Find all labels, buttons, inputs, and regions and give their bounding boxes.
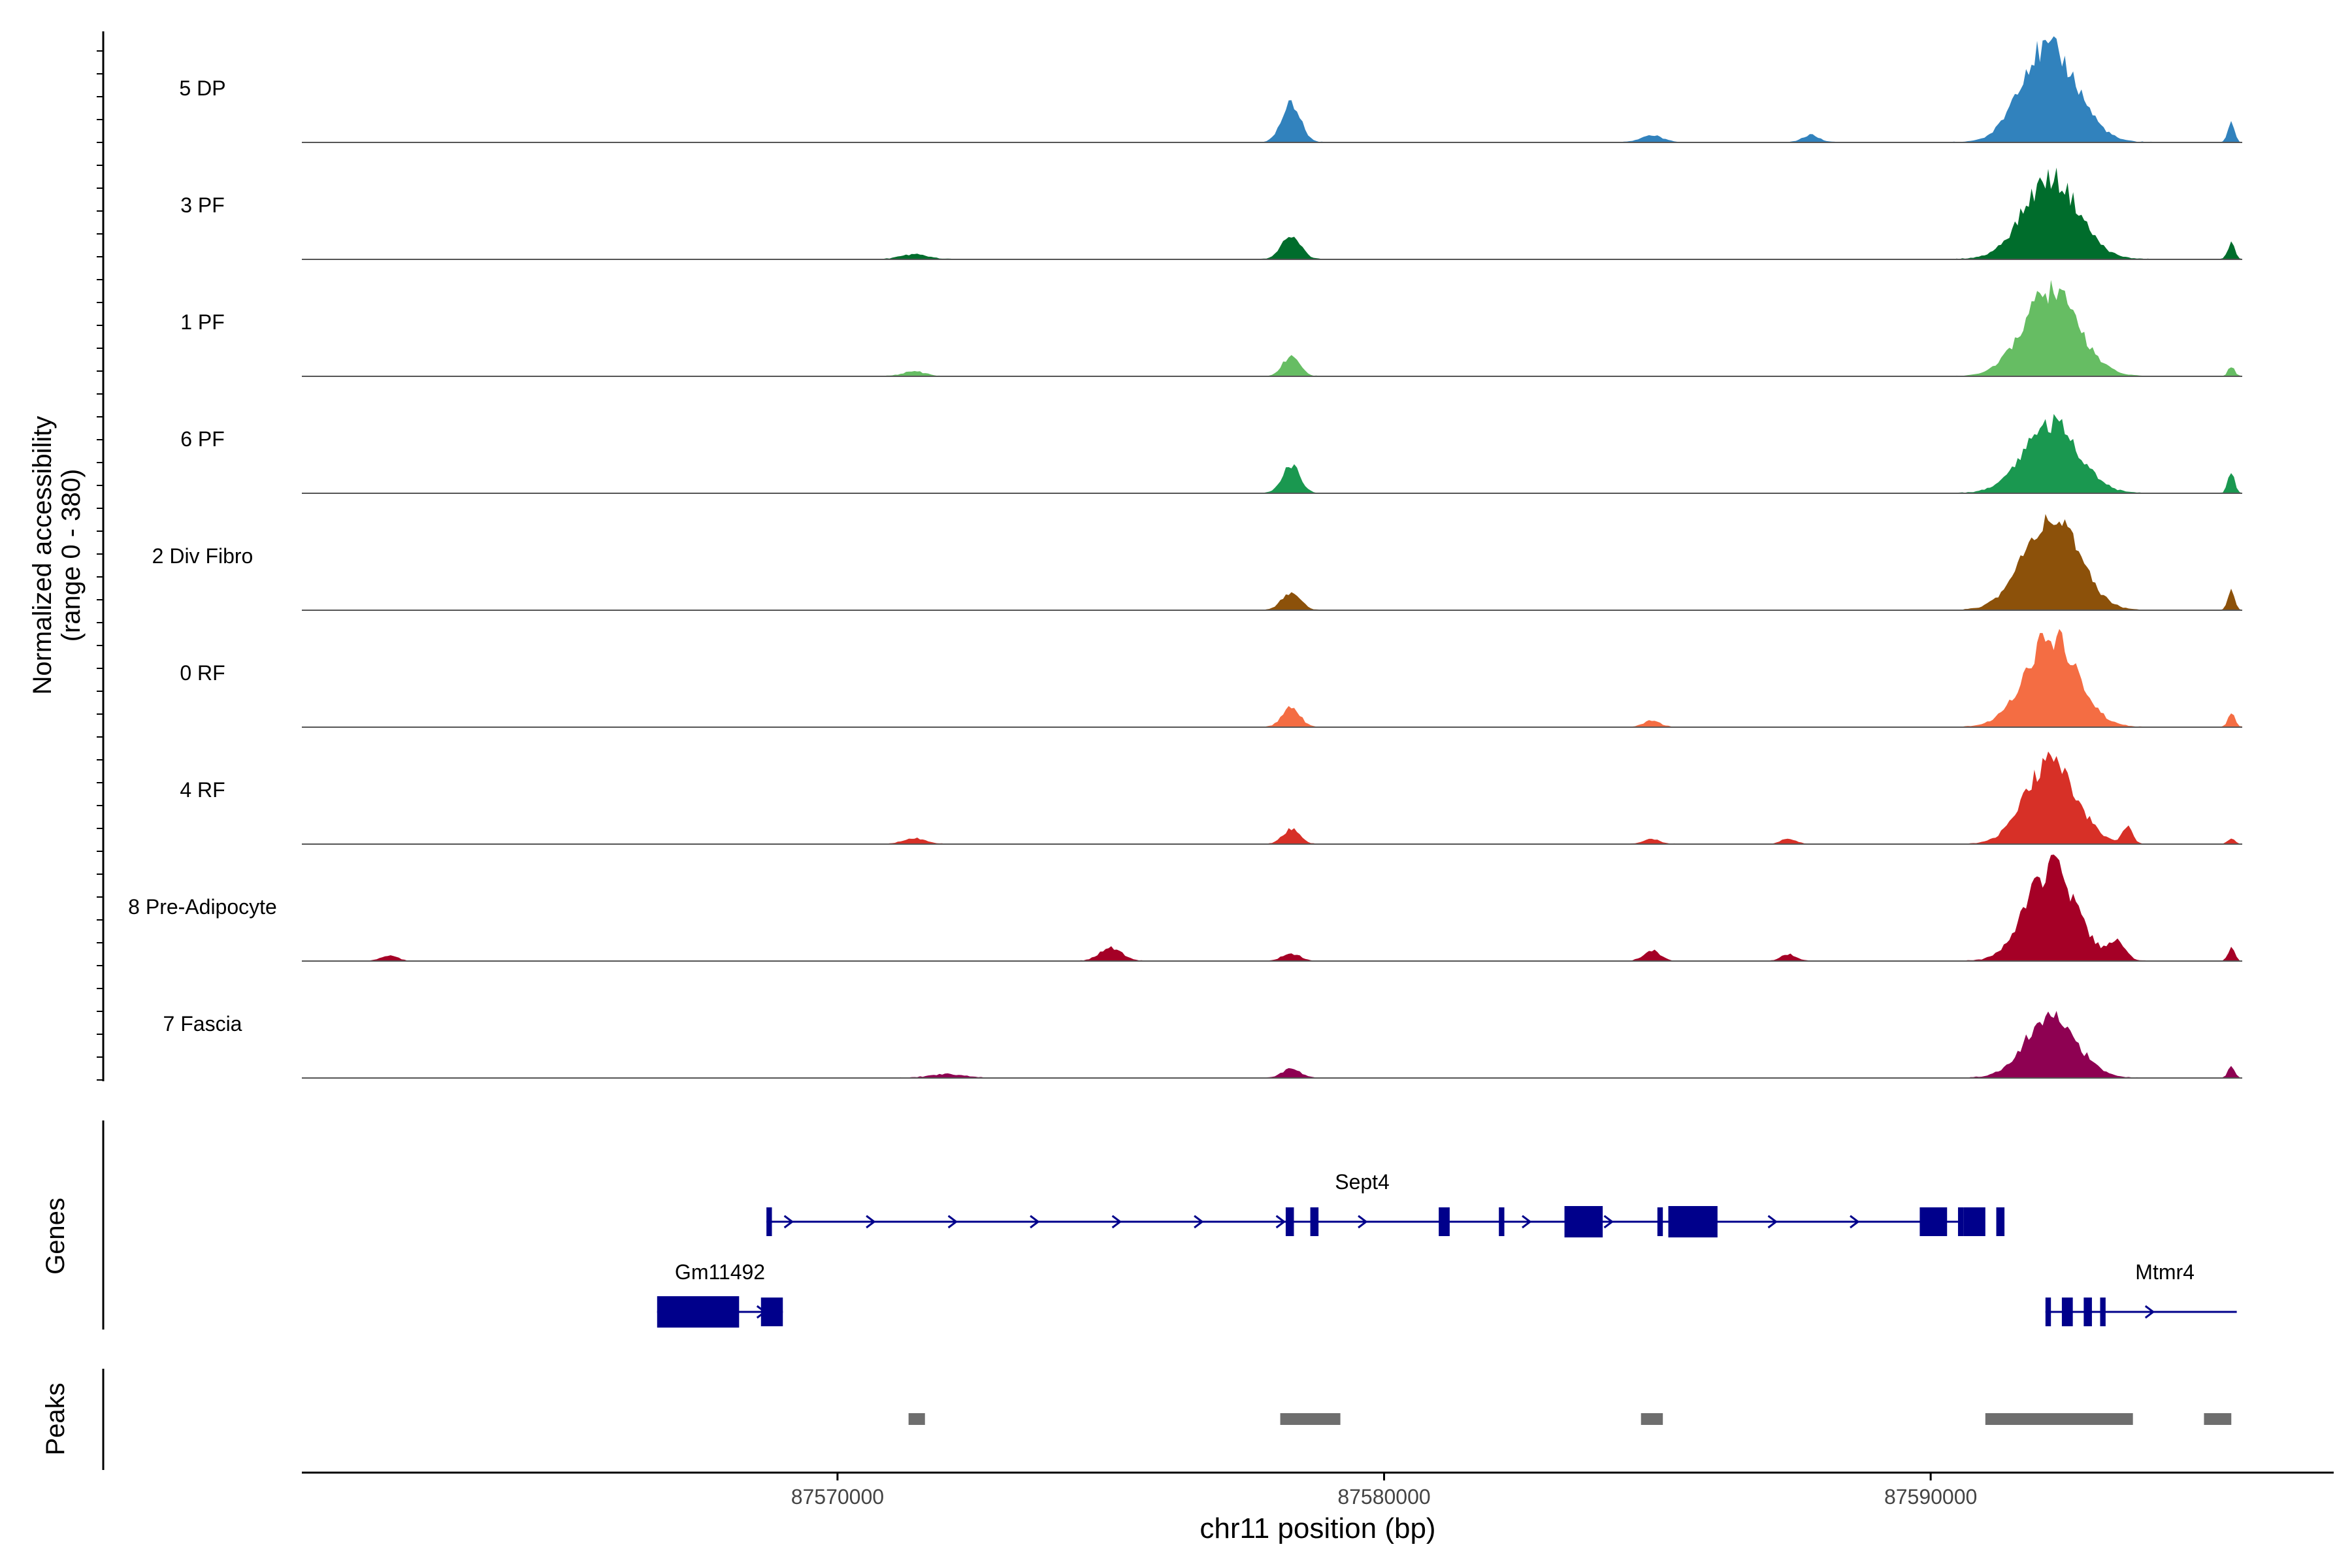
strand-arrow [1194,1215,1204,1229]
track-0: 5 DP [179,36,2242,143]
coverage-area [302,514,2242,610]
track-label: 3 PF [180,193,225,217]
gene-exon [766,1207,772,1236]
gene-exon [1285,1207,1294,1236]
x-tick-label: 87570000 [791,1485,884,1509]
strand-arrow [1603,1215,1614,1229]
coverage-area [302,629,2242,727]
strand-arrow [947,1215,958,1229]
strand-arrow [1358,1215,1368,1229]
strand-arrow [1522,1215,1532,1229]
coverage-area [302,855,2242,961]
gene-name-label: Mtmr4 [2135,1260,2195,1284]
gene-exon [1564,1206,1603,1237]
gene-exon [2100,1298,2106,1326]
track-5: 0 RF [180,629,2242,728]
gene-exon [2083,1298,2092,1326]
gene-exon [1657,1207,1663,1236]
gene-exon [657,1296,740,1328]
track-label: 0 RF [180,661,225,685]
track-8: 7 Fascia [163,1011,2242,1079]
gene-exon [1439,1207,1450,1236]
gene-exon [1668,1206,1718,1237]
peak-region [1985,1413,2133,1425]
track-label: 4 RF [180,778,225,802]
gene-1: Gm11492 [657,1260,783,1328]
y-axis-title-line2: (range 0 - 380) [57,469,86,642]
strand-arrow [866,1215,876,1229]
y-axis [97,31,105,1081]
strand-arrow [1767,1215,1778,1229]
track-7: 8 Pre-Adipocyte [128,855,2242,962]
gene-exon [1996,1207,2005,1236]
track-label: 5 DP [179,76,225,100]
genes-panel-label: Genes [41,1198,70,1275]
track-label: 8 Pre-Adipocyte [128,895,277,919]
gene-exon [1310,1207,1319,1236]
peak-region [1280,1413,1341,1425]
gene-0: Sept4 [766,1170,2005,1237]
track-label: 2 Div Fibro [152,544,253,568]
gene-name-label: Gm11492 [675,1260,765,1284]
track-1: 3 PF [180,167,2242,260]
gene-exon [760,1298,783,1326]
y-axis-title-line1: Normalized accessibility [28,416,57,695]
strand-arrow [1850,1215,1860,1229]
coverage-area [302,280,2242,376]
gene-exon [2061,1298,2073,1326]
gene-exon [1919,1207,1948,1236]
x-tick-label: 87580000 [1337,1485,1430,1509]
track-2: 1 PF [180,280,2242,377]
coverage-tracks: 5 DP 3 PF 1 PF 6 PF 2 Div Fibro 0 RF 4 RF 8 Pre… [128,36,2242,1079]
peak-region-track [908,1413,2232,1425]
gene-annotation-track: Sept4 Gm11492 Mtmr4 [657,1170,2237,1328]
x-axis: 87570000 87580000 87590000 [791,1473,1977,1509]
strand-arrow [1111,1215,1122,1229]
coverage-area [302,1011,2242,1078]
peaks-panel-label: Peaks [41,1382,70,1455]
coverage-area [302,167,2242,259]
track-4: 2 Div Fibro [152,514,2242,611]
strand-arrow [783,1215,794,1229]
track-6: 4 RF [180,751,2242,845]
coverage-area [302,36,2242,142]
x-tick-label: 87590000 [1884,1485,1977,1509]
gene-2: Mtmr4 [2045,1260,2237,1326]
peak-region [1641,1413,1663,1425]
gene-exon [2045,1298,2051,1326]
track-label: 6 PF [180,427,225,451]
gene-exon [1499,1207,1505,1236]
track-3: 6 PF [180,414,2242,494]
gene-exon [1963,1207,1985,1236]
track-label: 1 PF [180,310,225,334]
coverage-area [302,751,2242,844]
coverage-area [302,414,2242,493]
peak-region [908,1413,925,1425]
strand-arrow [1030,1215,1040,1229]
gene-name-label: Sept4 [1335,1170,1390,1194]
strand-arrow [2144,1305,2155,1319]
gene-exon [1957,1207,1964,1236]
peak-region [2204,1413,2232,1425]
track-label: 7 Fascia [163,1012,242,1036]
x-axis-title: chr11 position (bp) [1200,1512,1435,1544]
strand-arrow [1275,1215,1286,1229]
